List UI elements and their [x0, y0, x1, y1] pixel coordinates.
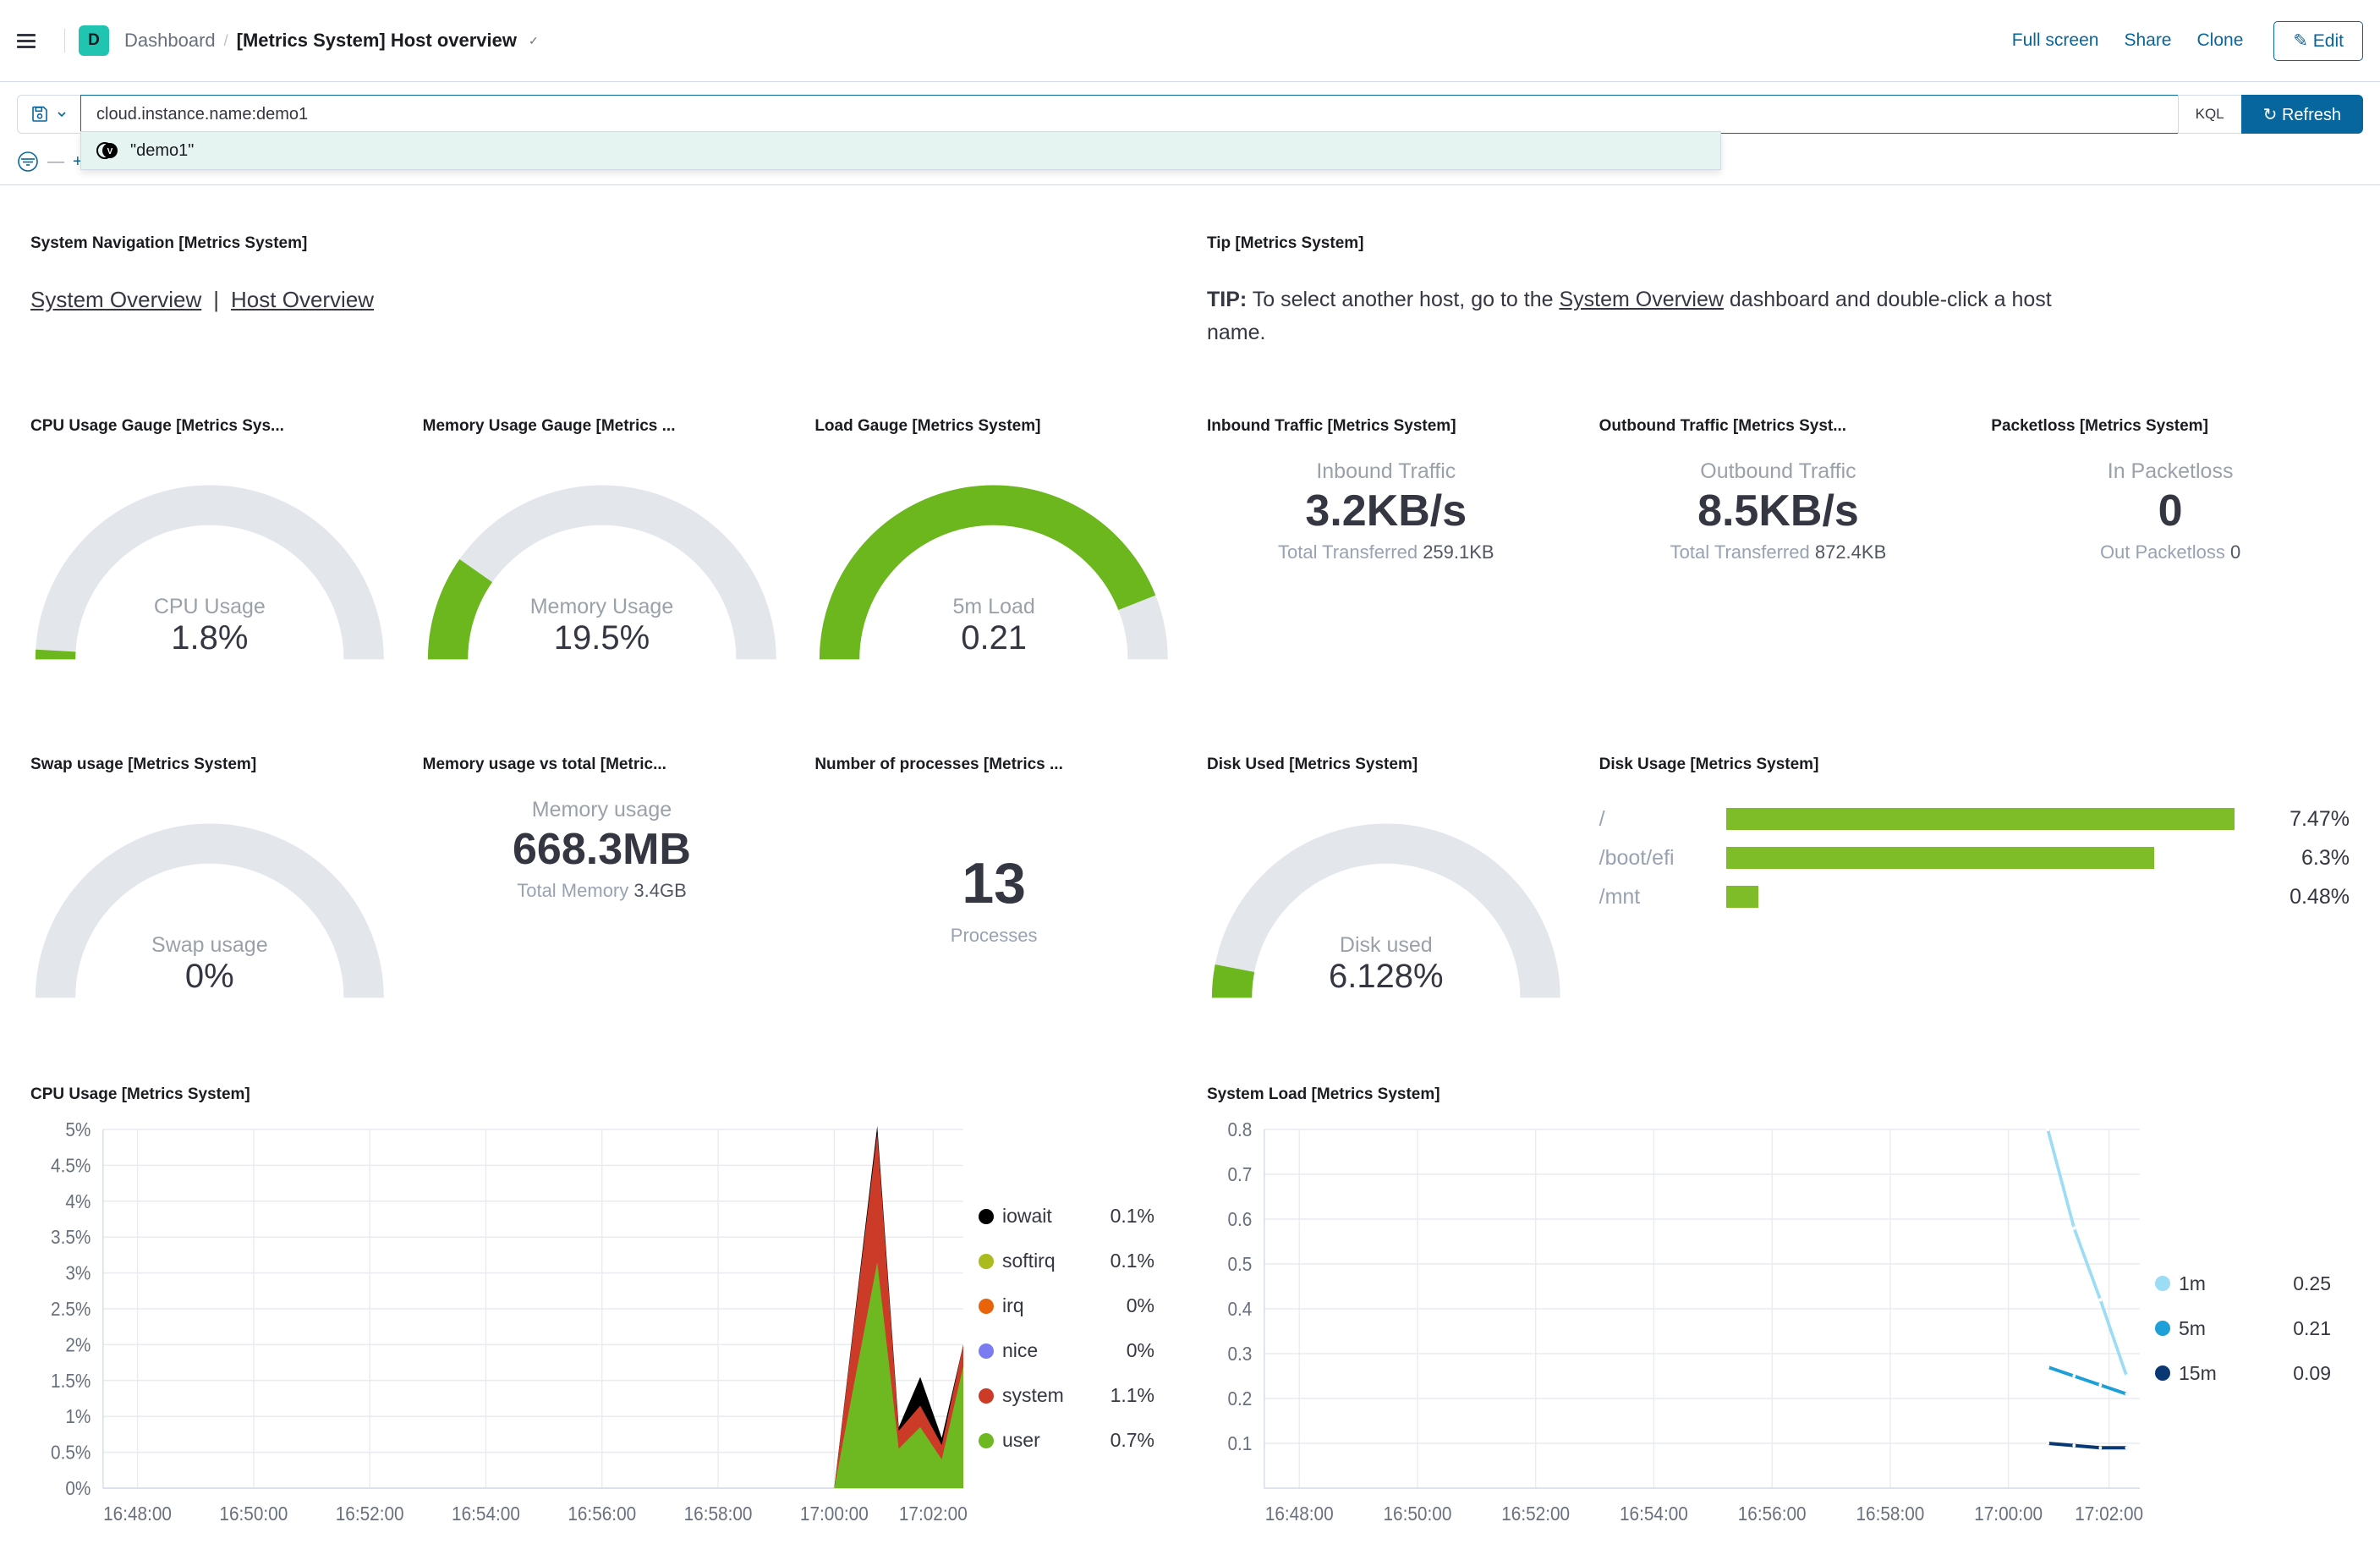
svg-text:17:00:00: 17:00:00: [800, 1503, 869, 1525]
svg-text:4%: 4%: [65, 1190, 90, 1212]
svg-text:16:48:00: 16:48:00: [1265, 1503, 1334, 1525]
svg-text:16:50:00: 16:50:00: [219, 1503, 288, 1525]
svg-text:16:52:00: 16:52:00: [336, 1503, 404, 1525]
svg-text:1.5%: 1.5%: [51, 1370, 90, 1392]
svg-text:2%: 2%: [65, 1333, 90, 1355]
svg-text:0.3: 0.3: [1227, 1343, 1252, 1365]
svg-text:16:56:00: 16:56:00: [1738, 1503, 1807, 1525]
svg-text:4.5%: 4.5%: [51, 1154, 90, 1176]
svg-text:0.6: 0.6: [1227, 1208, 1252, 1230]
svg-text:0.1: 0.1: [1227, 1432, 1252, 1454]
svg-text:5%: 5%: [65, 1121, 90, 1140]
svg-text:16:58:00: 16:58:00: [1856, 1503, 1924, 1525]
svg-text:16:58:00: 16:58:00: [684, 1503, 753, 1525]
svg-text:2.5%: 2.5%: [51, 1298, 90, 1320]
svg-text:0.2: 0.2: [1227, 1387, 1252, 1409]
svg-text:0.5%: 0.5%: [51, 1442, 90, 1464]
svg-text:0%: 0%: [65, 1477, 90, 1499]
svg-text:17:02:00: 17:02:00: [2075, 1503, 2143, 1525]
svg-text:16:54:00: 16:54:00: [1620, 1503, 1688, 1525]
svg-text:17:02:00: 17:02:00: [899, 1503, 968, 1525]
svg-text:0.7: 0.7: [1227, 1163, 1252, 1185]
svg-text:1%: 1%: [65, 1405, 90, 1427]
svg-text:16:54:00: 16:54:00: [452, 1503, 520, 1525]
svg-text:16:48:00: 16:48:00: [103, 1503, 172, 1525]
svg-text:16:56:00: 16:56:00: [568, 1503, 636, 1525]
svg-text:0.5: 0.5: [1227, 1253, 1252, 1275]
svg-text:3%: 3%: [65, 1262, 90, 1284]
svg-text:17:00:00: 17:00:00: [1974, 1503, 2043, 1525]
svg-text:0.4: 0.4: [1227, 1298, 1252, 1320]
svg-text:16:52:00: 16:52:00: [1501, 1503, 1570, 1525]
svg-text:16:50:00: 16:50:00: [1384, 1503, 1452, 1525]
svg-text:3.5%: 3.5%: [51, 1226, 90, 1248]
svg-text:V: V: [107, 147, 113, 157]
svg-text:0.8: 0.8: [1227, 1121, 1252, 1140]
